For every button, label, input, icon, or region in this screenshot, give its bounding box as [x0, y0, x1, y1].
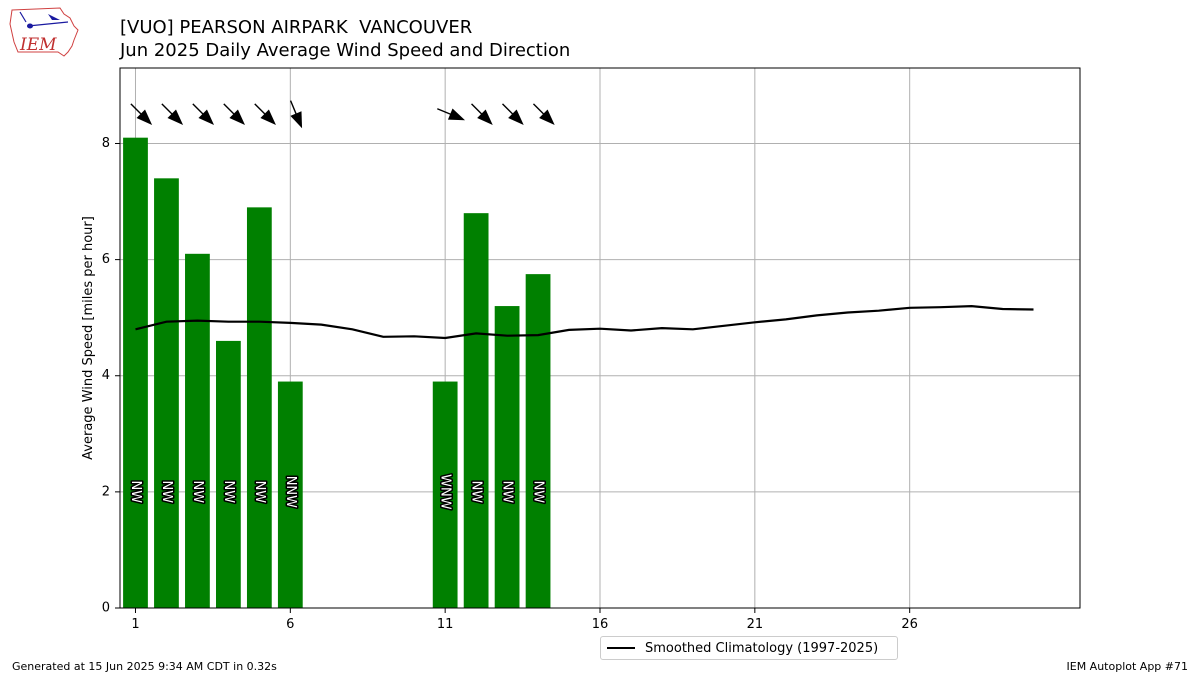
y-tick-label: 2: [102, 484, 110, 499]
bar-day-13: [494, 306, 520, 608]
wind-arrow-day-1: [130, 103, 153, 126]
x-tick-label: 16: [592, 617, 609, 632]
wind-arrow-day-12: [471, 103, 493, 126]
x-tick-label: 6: [286, 617, 294, 632]
x-tick-label: 21: [747, 617, 764, 632]
wind-arrow-head: [447, 108, 466, 121]
wind-arrow-day-3: [192, 103, 215, 126]
direction-label-day-12: NW: [469, 481, 484, 504]
y-tick-label: 6: [102, 252, 110, 267]
bar-day-14: [525, 274, 551, 608]
direction-label-day-13: NW: [500, 481, 515, 504]
bar-day-11: [432, 381, 458, 608]
wind-arrow-day-4: [223, 103, 245, 126]
chart-title-subtitle: Jun 2025 Daily Average Wind Speed and Di…: [120, 40, 571, 61]
wind-arrow-head: [477, 109, 493, 126]
bar-day-1: [123, 137, 148, 608]
direction-label-day-2: NW: [159, 481, 174, 504]
direction-label-day-1: NW: [128, 481, 143, 504]
wind-arrow-head: [508, 109, 524, 126]
wind-arrow-day-2: [161, 103, 184, 126]
legend-label: Smoothed Climatology (1997-2025): [645, 640, 879, 656]
footer-generated: Generated at 15 Jun 2025 9:34 AM CDT in …: [12, 660, 277, 673]
wind-arrow-day-11: [437, 108, 466, 121]
direction-label-day-5: NW: [252, 481, 267, 504]
x-tick-label: 26: [901, 617, 918, 632]
wind-arrow-head: [198, 109, 215, 126]
direction-label-day-4: NW: [221, 481, 236, 504]
legend-line-swatch: [607, 647, 635, 649]
wind-arrow-day-14: [532, 103, 555, 126]
chart-title-station: [VUO] PEARSON AIRPARK VANCOUVER: [120, 17, 473, 38]
x-tick-label: 1: [131, 617, 139, 632]
y-tick-label: 0: [102, 601, 110, 616]
wind-arrow-day-13: [501, 103, 524, 126]
bar-day-12: [463, 213, 489, 608]
wind-arrow-head: [290, 111, 303, 129]
direction-label-day-14: NW: [531, 481, 546, 504]
wind-arrow-head: [229, 109, 245, 126]
bar-day-6: [277, 381, 303, 608]
bar-day-2: [154, 178, 179, 609]
iem-logo: IEM: [9, 7, 79, 57]
iem-logo-text: IEM: [19, 35, 57, 55]
y-axis-label: Average Wind Speed [miles per hour]: [81, 216, 96, 460]
wind-arrow-head: [260, 109, 276, 126]
wind-arrow-head: [136, 109, 153, 126]
bar-day-3: [185, 253, 210, 608]
bar-day-4: [216, 340, 241, 608]
wind-arrow-day-6: [289, 100, 303, 129]
x-axis-ticks: 1 6 11 16 21 26: [131, 608, 918, 632]
y-tick-label: 4: [102, 368, 110, 383]
wind-arrow-head: [167, 109, 184, 126]
y-tick-label: 8: [102, 136, 110, 151]
direction-label-day-11: WNW: [438, 474, 453, 510]
climatology-line: [135, 304, 1034, 340]
wind-arrow-day-5: [254, 103, 276, 126]
y-axis-ticks: 0 2 4 6 8: [102, 136, 120, 616]
x-tick-label: 11: [437, 617, 454, 632]
footer-app-id: IEM Autoplot App #71: [1066, 660, 1189, 673]
bars: [123, 137, 551, 609]
direction-arrows: [130, 100, 555, 129]
direction-label-day-3: NW: [190, 481, 205, 504]
bar-day-5: [246, 207, 272, 608]
legend: Smoothed Climatology (1997-2025): [600, 636, 898, 660]
wind-arrow-head: [539, 109, 555, 126]
direction-labels: NW NW NW NW NW NNW WNW NW NW NW: [126, 473, 547, 512]
direction-label-day-6: NNW: [283, 476, 298, 508]
